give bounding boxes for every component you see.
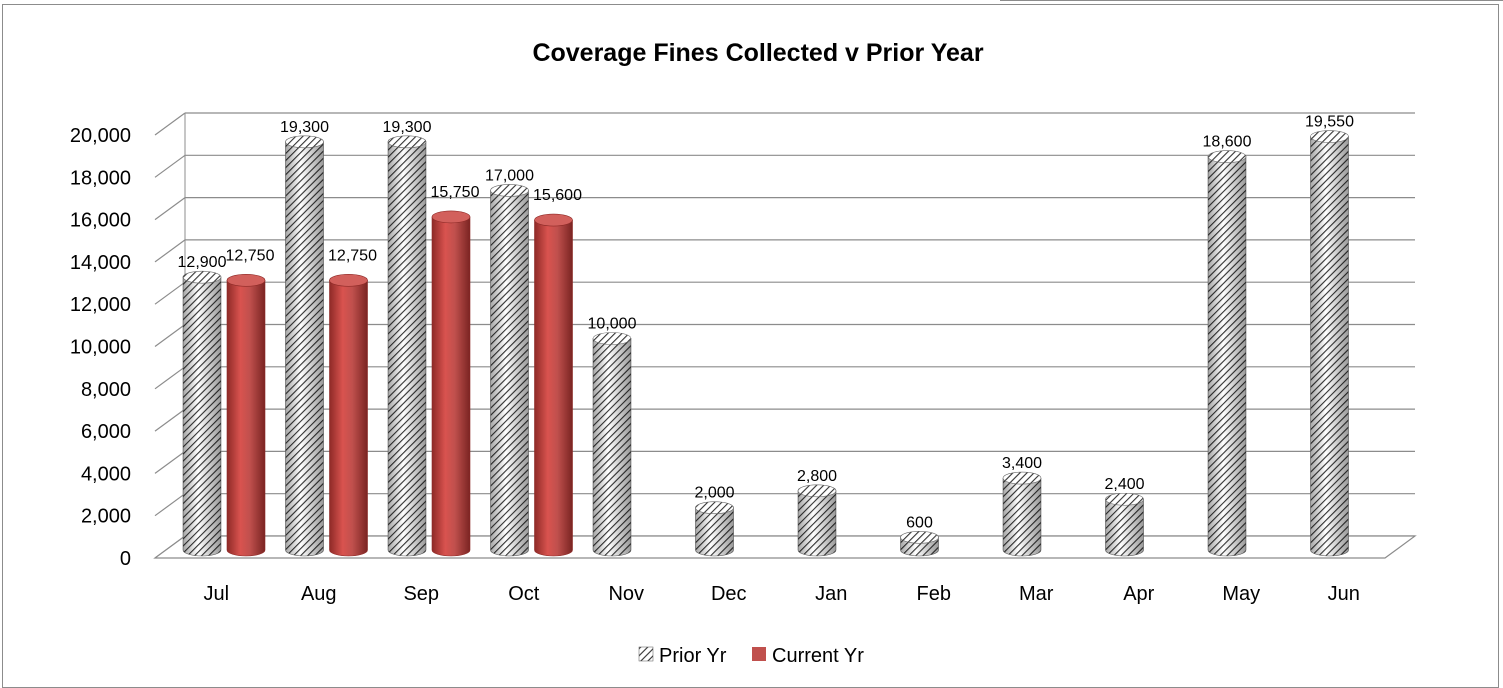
y-tick-label: 4,000 [81, 463, 131, 485]
legend-label-current: Current Yr [772, 645, 864, 667]
data-label-prior: 18,600 [1203, 134, 1252, 151]
gridline-diagonal [154, 239, 186, 263]
bar-prior-yr [1207, 150, 1247, 557]
y-tick-label: 8,000 [81, 379, 131, 401]
bar-prior-yr [1105, 492, 1144, 557]
y-tick-label: 16,000 [70, 210, 131, 232]
y-tick-label: 12,000 [70, 294, 131, 316]
y-tick-label: 6,000 [81, 421, 131, 443]
gridline-diagonal [154, 281, 186, 305]
data-label-prior: 19,550 [1305, 114, 1354, 131]
gridline-diagonal [154, 366, 186, 390]
data-label-prior: 19,300 [383, 119, 432, 136]
data-label-current: 12,750 [328, 247, 377, 264]
data-label-current: 15,750 [431, 184, 480, 201]
data-label-prior: 3,400 [1002, 455, 1042, 472]
gridline-diagonal [154, 154, 186, 178]
y-tick-label: 18,000 [70, 167, 131, 189]
data-label-current: 12,750 [226, 247, 275, 264]
x-tick-label: Dec [711, 583, 747, 605]
bar-current-yr [329, 274, 368, 557]
gridline-diagonal [154, 112, 186, 136]
y-tick-label: 14,000 [70, 252, 131, 274]
bar-prior-yr [900, 531, 939, 557]
data-label-prior: 19,300 [280, 119, 329, 136]
gridline-diagonal [154, 408, 186, 432]
bars [182, 130, 1349, 557]
bar-prior-yr [490, 184, 529, 557]
data-label-prior: 600 [906, 514, 933, 531]
bar-prior-yr [695, 501, 734, 557]
bar-current-yr [226, 274, 266, 557]
legend-swatch-current [752, 647, 766, 661]
bar-prior-yr [285, 135, 324, 557]
data-label-prior: 17,000 [485, 167, 534, 184]
data-label-prior: 2,800 [797, 468, 837, 485]
data-labels: 12,900 12,75019,30012,75019,30015,75017,0… [178, 114, 1355, 532]
legend-swatch-prior [638, 646, 654, 662]
data-label-prior: 2,000 [694, 485, 734, 502]
y-tick-label: 10,000 [70, 337, 131, 359]
legend: Prior Yr Current Yr [638, 645, 864, 667]
x-tick-label: Jan [815, 583, 847, 605]
bar-prior-yr [797, 484, 837, 557]
x-tick-label: Aug [301, 583, 337, 605]
x-tick-label: Feb [917, 583, 951, 605]
y-axis-ticks: 0 2,000 4,000 6,000 8,000 10,000 12,000 14,000 1… [70, 125, 131, 570]
bar-prior-yr [387, 135, 427, 557]
data-label-prior: 10,000 [588, 316, 637, 333]
y-tick-label: 20,000 [70, 125, 131, 147]
bar-prior-yr [592, 332, 632, 557]
data-label-prior: 12,900 [178, 254, 227, 271]
x-tick-label: Jun [1328, 583, 1360, 605]
gridline-diagonal [154, 197, 186, 221]
x-tick-label: Mar [1019, 583, 1054, 605]
x-axis-ticks: Jul Aug Sep Oct Nov Dec Jan Feb Mar Apr May Jun [203, 583, 1359, 605]
y-tick-label: 0 [120, 548, 131, 570]
data-label-prior: 2,400 [1104, 476, 1144, 493]
x-tick-label: May [1222, 583, 1260, 605]
gridline-diagonal [154, 450, 186, 474]
gridline-diagonal [154, 324, 186, 347]
bar-current-yr [431, 210, 471, 557]
x-tick-label: Apr [1123, 583, 1154, 605]
top-border-line [1000, 0, 1503, 1]
legend-label-prior: Prior Yr [659, 645, 727, 667]
bar-prior-yr [1002, 471, 1042, 557]
y-tick-label: 2,000 [81, 506, 131, 528]
x-tick-label: Nov [608, 583, 644, 605]
bar-prior-yr [182, 270, 222, 557]
bar-current-yr [534, 213, 573, 557]
x-tick-label: Oct [508, 583, 540, 605]
x-tick-label: Sep [403, 583, 439, 605]
data-label-current: 15,600 [533, 187, 582, 204]
chart-title: Coverage Fines Collected v Prior Year [532, 39, 983, 67]
gridline-diagonal [154, 493, 186, 517]
bar-prior-yr [1310, 130, 1349, 557]
x-tick-label: Jul [203, 583, 229, 605]
